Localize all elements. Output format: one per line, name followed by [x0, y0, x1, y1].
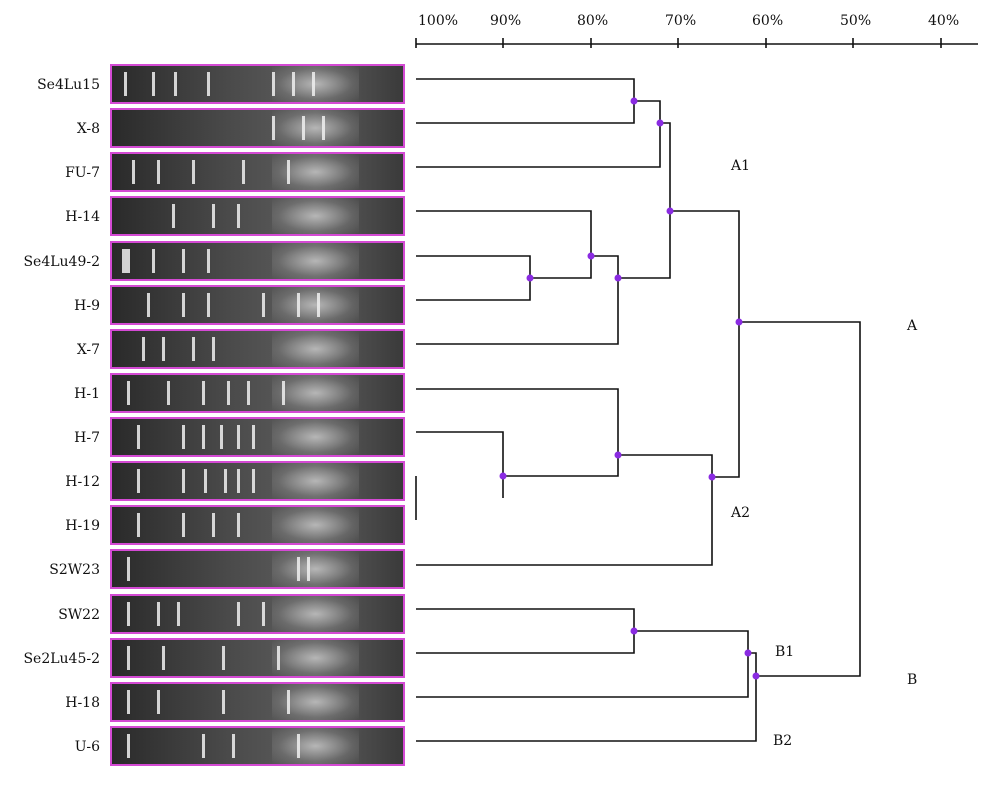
gel-lane-image [110, 417, 405, 457]
lane-label: FU-7 [65, 165, 100, 181]
lane-label: H-1 [74, 386, 100, 402]
gel-lane-image [110, 285, 405, 325]
gel-lane-image [110, 196, 405, 236]
lane-label: SW22 [58, 607, 100, 623]
branch [416, 100, 661, 168]
lane-label: H-19 [65, 518, 100, 534]
branch [416, 255, 619, 345]
cluster-label-b1: B1 [775, 644, 795, 660]
node-marker [735, 318, 743, 326]
gel-lane-image [110, 461, 405, 501]
node-marker [666, 207, 674, 215]
lane-label: U-6 [74, 739, 100, 755]
lane-label: S2W23 [49, 562, 100, 578]
branch [416, 210, 592, 279]
scale-label-50: 50% [840, 13, 872, 29]
scale-label-80: 80% [577, 13, 609, 29]
lane-label: Se2Lu45-2 [23, 651, 100, 667]
scale-label-100: 100% [418, 13, 459, 29]
lane-label: X-8 [76, 121, 100, 137]
cluster-label-b: B [907, 672, 918, 688]
lane-label: Se4Lu49-2 [23, 254, 100, 270]
node-marker [752, 672, 760, 680]
branch [416, 255, 531, 301]
branch [670, 210, 740, 478]
lane-label: X-7 [76, 342, 100, 358]
branch [416, 608, 635, 654]
cluster-label-b2: B2 [773, 733, 793, 749]
gel-lane-image [110, 108, 405, 148]
node-marker [499, 472, 507, 480]
cluster-label-a2: A2 [731, 505, 751, 521]
node-marker [630, 97, 638, 105]
node-marker [526, 274, 534, 282]
scale-label-90: 90% [490, 13, 522, 29]
gel-lane-image [110, 241, 405, 281]
scale-label-40: 40% [928, 13, 960, 29]
lane-label: H-7 [74, 430, 100, 446]
scale-label-60: 60% [752, 13, 784, 29]
gel-lane-image [110, 152, 405, 192]
node-marker [614, 451, 622, 459]
node-marker [744, 649, 752, 657]
cluster-label-a1: A1 [731, 158, 751, 174]
lane-label: H-12 [65, 474, 100, 490]
gel-lane-image [110, 64, 405, 104]
scale-label-70: 70% [665, 13, 697, 29]
gel-lane-image [110, 638, 405, 678]
node-marker [614, 274, 622, 282]
branch [618, 122, 671, 279]
gel-lane-image [110, 726, 405, 766]
branch [739, 321, 861, 677]
lane-label: H-18 [65, 695, 100, 711]
node-marker [708, 473, 716, 481]
gel-lane-image [110, 549, 405, 589]
node-marker [630, 627, 638, 635]
gel-lane-image [110, 594, 405, 634]
node-marker [656, 119, 664, 127]
lane-label: H-9 [74, 298, 100, 314]
gel-lane-image [110, 329, 405, 369]
cluster-label-a: A [907, 318, 918, 334]
lane-label: H-14 [65, 209, 100, 225]
branch [416, 630, 749, 698]
branch [416, 652, 757, 742]
gel-lane-image [110, 505, 405, 545]
branch [416, 431, 504, 498]
branch [416, 454, 713, 566]
node-marker [587, 252, 595, 260]
gel-lane-image [110, 373, 405, 413]
branch [416, 388, 619, 477]
gel-lane-image [110, 682, 405, 722]
lane-label: Se4Lu15 [37, 77, 100, 93]
branch [416, 78, 635, 124]
